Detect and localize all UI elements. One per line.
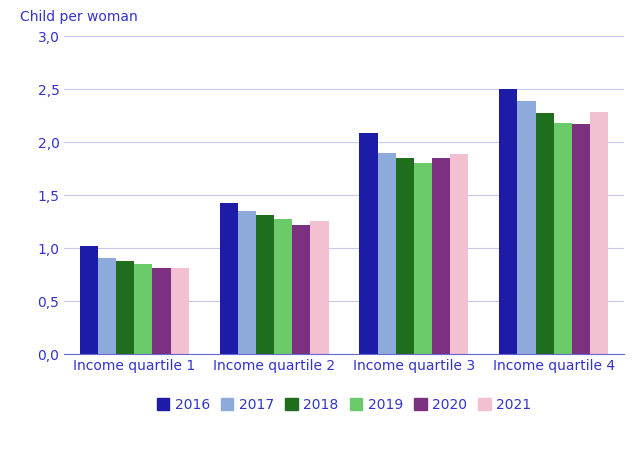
Bar bbox=[450, 154, 469, 354]
Bar bbox=[80, 246, 98, 354]
Bar bbox=[499, 89, 518, 354]
Bar bbox=[359, 133, 377, 354]
Bar bbox=[572, 124, 590, 354]
Bar bbox=[219, 202, 238, 354]
Text: Child per woman: Child per woman bbox=[19, 10, 138, 24]
Bar bbox=[432, 158, 450, 354]
Bar bbox=[238, 211, 256, 354]
Bar bbox=[311, 221, 329, 354]
Bar bbox=[590, 112, 608, 354]
Bar bbox=[170, 268, 189, 354]
Bar bbox=[98, 258, 116, 354]
Bar bbox=[274, 218, 293, 354]
Bar bbox=[134, 264, 152, 354]
Bar bbox=[256, 215, 274, 354]
Bar bbox=[518, 101, 536, 354]
Bar bbox=[554, 123, 572, 354]
Bar bbox=[116, 261, 134, 354]
Bar bbox=[377, 153, 395, 354]
Bar bbox=[414, 163, 432, 354]
Bar bbox=[152, 268, 170, 354]
Bar bbox=[395, 158, 414, 354]
Legend: 2016, 2017, 2018, 2019, 2020, 2021: 2016, 2017, 2018, 2019, 2020, 2021 bbox=[151, 392, 537, 417]
Bar bbox=[536, 113, 554, 354]
Bar bbox=[293, 225, 311, 354]
